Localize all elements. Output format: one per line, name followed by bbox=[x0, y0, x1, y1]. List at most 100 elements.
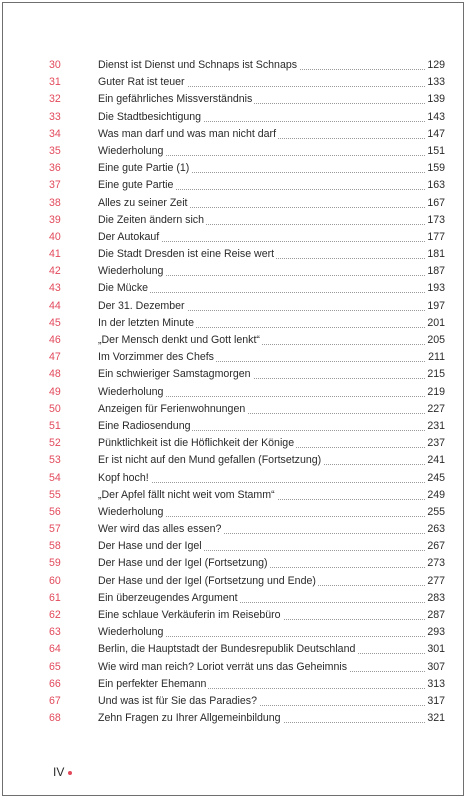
page-reference: 177 bbox=[425, 228, 445, 247]
lesson-number: 40 bbox=[49, 230, 61, 243]
lesson-title: Die Stadtbesichtigung bbox=[98, 108, 204, 126]
dot-leader bbox=[98, 687, 441, 689]
dot-leader bbox=[98, 533, 441, 535]
lesson-number: 43 bbox=[49, 282, 61, 295]
toc-entry: 65 Wie wird man reich? Loriot verrät uns … bbox=[3, 658, 463, 676]
dot-leader bbox=[98, 326, 441, 328]
lesson-number: 46 bbox=[49, 334, 61, 346]
page-reference: 263 bbox=[425, 521, 445, 539]
lesson-title: In der letzten Minute bbox=[98, 314, 196, 333]
toc-entry: 68 Zehn Fragen zu Ihrer Allgemeinbildung 3… bbox=[3, 710, 463, 728]
toc-entry: 30 Dienst ist Dienst und Schnaps ist Schn… bbox=[3, 57, 463, 75]
lesson-title: Berlin, die Hauptstadt der Bundesrepubli… bbox=[98, 641, 358, 659]
lesson-title: Wiederholung bbox=[98, 503, 166, 522]
toc-entry: 61 Ein überzeugendes Argument 283 bbox=[3, 589, 463, 608]
toc-entry: 67 Und was ist für Sie das Paradies? 317 bbox=[3, 692, 463, 711]
lesson-number: 47 bbox=[49, 351, 61, 364]
lesson-title: Guter Rat ist teuer bbox=[98, 74, 187, 92]
lesson-number: 54 bbox=[49, 471, 61, 484]
dot-leader bbox=[98, 120, 441, 122]
dot-leader bbox=[98, 601, 441, 603]
lesson-title: Eine schlaue Verkäuferin im Reisebüro bbox=[98, 607, 283, 625]
toc-entry: 45 In der letzten Minute 201 bbox=[3, 314, 463, 333]
dot-leader bbox=[98, 636, 441, 638]
toc-entry: 63 Wiederholung 293 bbox=[3, 624, 463, 642]
page-reference: 219 bbox=[425, 383, 445, 401]
lesson-title: Ein perfekter Ehemann bbox=[98, 675, 209, 693]
toc-entry: 33 Die Stadtbesichtigung 143 bbox=[3, 108, 463, 126]
lesson-number: 53 bbox=[49, 454, 61, 467]
lesson-number: 50 bbox=[49, 402, 61, 415]
page-reference: 147 bbox=[425, 125, 445, 143]
lesson-number: 57 bbox=[49, 523, 61, 536]
toc-entry: 38 Alles zu seiner Zeit 167 bbox=[3, 194, 463, 212]
lesson-number: 63 bbox=[49, 626, 61, 639]
lesson-title: Wiederholung bbox=[98, 263, 166, 281]
lesson-title: Wer wird das alles essen? bbox=[98, 521, 224, 539]
page-reference: 231 bbox=[425, 417, 445, 436]
page-reference: 273 bbox=[425, 555, 445, 573]
lesson-number: 34 bbox=[49, 127, 61, 140]
page-reference: 215 bbox=[425, 366, 445, 384]
lesson-title: Wiederholung bbox=[98, 142, 166, 161]
page-reference: 201 bbox=[425, 314, 445, 333]
page-reference: 293 bbox=[425, 624, 445, 642]
lesson-title: Wie wird man reich? Loriot verrät uns da… bbox=[98, 658, 350, 676]
toc-entry: 66 Ein perfekter Ehemann 313 bbox=[3, 675, 463, 693]
toc-entry: 62 Eine schlaue Verkäuferin im Reisebüro 2… bbox=[3, 607, 463, 625]
lesson-title: Er ist nicht auf den Mund gefallen (Fort… bbox=[98, 452, 324, 470]
toc-entry: 40 Der Autokauf 177 bbox=[3, 228, 463, 247]
page-reference: 277 bbox=[425, 572, 445, 590]
dot-leader bbox=[98, 309, 441, 311]
lesson-number: 48 bbox=[49, 368, 61, 381]
lesson-title: „Der Apfel fällt nicht weit vom Stamm“ bbox=[98, 486, 277, 504]
lesson-number: 33 bbox=[49, 110, 61, 123]
toc-entry: 50 Anzeigen für Ferienwohnungen 227 bbox=[3, 400, 463, 418]
dot-leader bbox=[98, 223, 441, 225]
lesson-number: 52 bbox=[49, 437, 61, 450]
lesson-title: Was man darf und was man nicht darf bbox=[98, 125, 279, 143]
lesson-title: Ein schwieriger Samstagmorgen bbox=[98, 366, 253, 384]
toc-entry: 49 Wiederholung 219 bbox=[3, 383, 463, 401]
page-reference: 241 bbox=[425, 452, 445, 470]
toc-entry: 64 Berlin, die Hauptstadt der Bundesrepub… bbox=[3, 641, 463, 659]
page-number-label: IV bbox=[53, 765, 65, 779]
page-reference: 321 bbox=[425, 710, 445, 728]
lesson-number: 61 bbox=[49, 591, 61, 604]
toc-entry: 41 Die Stadt Dresden ist eine Reise wert 1… bbox=[3, 246, 463, 264]
page-footer: IV bbox=[53, 765, 73, 779]
lesson-title: Wiederholung bbox=[98, 383, 166, 401]
dot-leader bbox=[98, 240, 441, 242]
lesson-title: Die Zeiten ändern sich bbox=[98, 211, 206, 229]
lesson-number: 44 bbox=[49, 299, 61, 312]
dot-leader bbox=[98, 275, 441, 277]
dot-leader bbox=[98, 704, 441, 706]
lesson-title: Eine Radiosendung bbox=[98, 417, 193, 436]
lesson-number: 30 bbox=[49, 59, 61, 71]
toc-entry: 53 Er ist nicht auf den Mund gefallen (Fo… bbox=[3, 452, 463, 470]
lesson-number: 38 bbox=[49, 196, 61, 209]
lesson-title: Alles zu seiner Zeit bbox=[98, 194, 190, 212]
dot-leader bbox=[98, 154, 441, 156]
lesson-number: 31 bbox=[49, 76, 61, 89]
lesson-number: 37 bbox=[49, 179, 61, 192]
toc-entry: 51 Eine Radiosendung 231 bbox=[3, 417, 463, 436]
lesson-number: 39 bbox=[49, 213, 61, 226]
toc-entry: 44 Der 31. Dezember 197 bbox=[3, 297, 463, 315]
lesson-number: 55 bbox=[49, 488, 61, 501]
dot-leader bbox=[98, 378, 441, 380]
page-reference: 317 bbox=[425, 692, 445, 711]
toc-entry: 58 Der Hase und der Igel 267 bbox=[3, 538, 463, 556]
toc-entry: 36 Eine gute Partie (1) 159 bbox=[3, 160, 463, 178]
lesson-title: Der Autokauf bbox=[98, 228, 162, 247]
dot-leader bbox=[98, 189, 441, 191]
lesson-title: „Der Mensch denkt und Gott lenkt“ bbox=[98, 332, 262, 350]
page-reference: 187 bbox=[425, 263, 445, 281]
page-reference: 163 bbox=[425, 177, 445, 195]
lesson-number: 67 bbox=[49, 694, 61, 707]
page-reference: 255 bbox=[425, 503, 445, 522]
page-reference: 167 bbox=[425, 194, 445, 212]
page-reference: 267 bbox=[425, 538, 445, 556]
toc-entry: 60 Der Hase und der Igel (Fortsetzung und… bbox=[3, 572, 463, 590]
toc-entry: 46 „Der Mensch denkt und Gott lenkt“ 205 bbox=[3, 332, 463, 350]
